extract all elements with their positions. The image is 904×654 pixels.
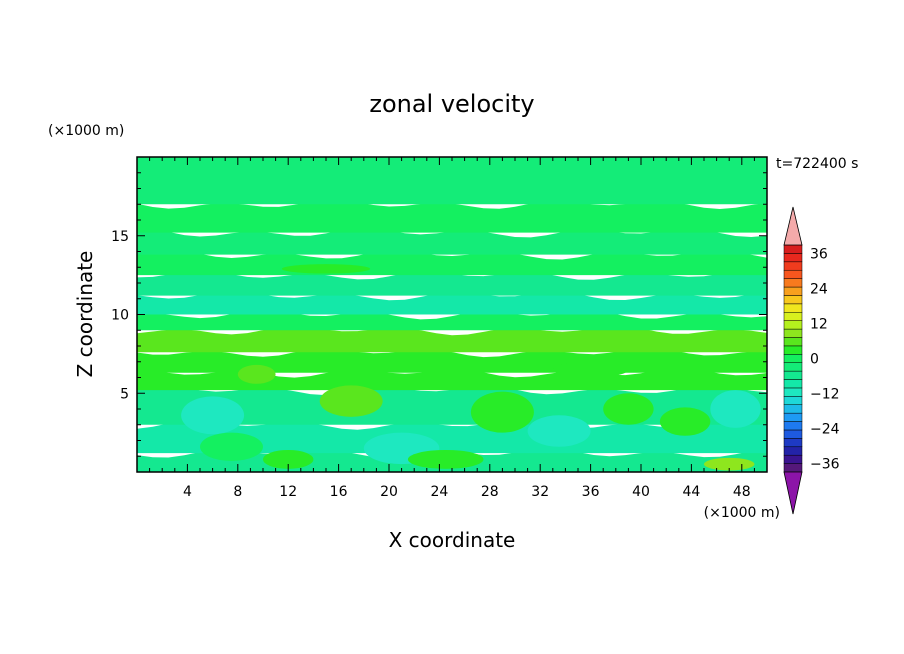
contour-patch xyxy=(710,390,761,428)
time-label: t=722400 s xyxy=(776,156,858,172)
contour-patch xyxy=(263,449,314,469)
x-tick-label: 40 xyxy=(632,484,650,500)
x-tick-label: 4 xyxy=(183,484,192,500)
chart-title: zonal velocity xyxy=(369,90,534,118)
colorbar-tick-label: 36 xyxy=(810,247,828,263)
colorbar: 36 24 12 0 −12 −24 −36 xyxy=(783,206,840,515)
x-tick-label: 20 xyxy=(380,484,398,500)
y-tick-label: 10 xyxy=(111,308,129,324)
y-unit-label: (×1000 m) xyxy=(48,123,124,139)
colorbar-tick-label: −36 xyxy=(810,456,840,472)
colorbar-cell xyxy=(783,253,803,263)
colorbar-cell xyxy=(783,404,803,414)
colorbar-over-arrow xyxy=(783,206,803,246)
y-tick-label: 15 xyxy=(111,229,129,245)
colorbar-cell xyxy=(783,446,803,456)
colorbar-tick-label: 0 xyxy=(810,352,819,368)
x-axis-label: X coordinate xyxy=(389,528,516,552)
colorbar-cell xyxy=(783,454,803,464)
contour-patch xyxy=(181,396,245,435)
colorbar-cell xyxy=(783,354,803,363)
contour-patch xyxy=(237,364,276,384)
x-tick-label: 28 xyxy=(481,484,499,500)
colorbar-cell xyxy=(783,396,803,405)
contour-band xyxy=(137,325,767,353)
colorbar-cell xyxy=(783,269,803,279)
colorbar-cell xyxy=(783,328,803,338)
colorbar-tick-label: 24 xyxy=(810,282,828,298)
contour-patch xyxy=(552,361,629,378)
contour-band xyxy=(137,420,767,454)
x-tick-label: 48 xyxy=(733,484,751,500)
colorbar-cell xyxy=(783,337,803,347)
contour-patch xyxy=(603,393,654,425)
colorbar-cell xyxy=(783,278,803,288)
colorbar-cell xyxy=(783,244,803,254)
colorbar-cell xyxy=(783,261,803,271)
colorbar-cell xyxy=(783,345,803,355)
contour-band xyxy=(137,270,767,296)
colorbar-cell xyxy=(783,295,803,305)
contour-patch xyxy=(407,449,484,469)
x-tick-label: 24 xyxy=(430,484,448,500)
contour-band xyxy=(137,368,767,391)
colorbar-cell xyxy=(783,362,803,372)
contour-band xyxy=(137,290,767,315)
colorbar-cell xyxy=(783,370,803,380)
contour-band xyxy=(137,309,767,331)
colorbar-cell xyxy=(783,463,803,473)
contour-patch xyxy=(200,432,263,461)
x-tick-label: 32 xyxy=(531,484,549,500)
contour-patch xyxy=(659,407,711,436)
x-tick-label: 44 xyxy=(682,484,700,500)
x-tick-label: 36 xyxy=(582,484,600,500)
colorbar-cell xyxy=(783,303,803,313)
colorbar-cell xyxy=(783,438,803,448)
colorbar-cell xyxy=(783,429,803,439)
contour-band xyxy=(137,157,767,205)
colorbar-tick-label: −12 xyxy=(810,386,840,402)
colorbar-cell xyxy=(783,387,803,397)
colorbar-tick-label: −24 xyxy=(810,421,840,437)
colorbar-under-arrow xyxy=(783,471,803,515)
colorbar-cell xyxy=(783,320,803,330)
x-tick-label: 8 xyxy=(233,484,242,500)
x-tick-label: 12 xyxy=(279,484,297,500)
contour-band xyxy=(137,199,767,233)
y-axis-label: Z coordinate xyxy=(73,251,97,378)
colorbar-cell xyxy=(783,421,803,431)
colorbar-cell xyxy=(783,412,803,422)
colorbar-tick-label: 12 xyxy=(810,317,828,333)
colorbar-cell xyxy=(783,312,803,321)
contour-band xyxy=(137,228,767,255)
colorbar-cell xyxy=(783,286,803,296)
x-unit-label: (×1000 m) xyxy=(704,505,780,521)
x-tick-label: 16 xyxy=(330,484,348,500)
contour-patch xyxy=(319,385,383,417)
contour-patch xyxy=(527,415,591,447)
contour-patch xyxy=(281,264,371,274)
colorbar-cell xyxy=(783,379,803,389)
y-tick-label: 5 xyxy=(120,386,129,402)
contour-patch xyxy=(470,391,534,433)
